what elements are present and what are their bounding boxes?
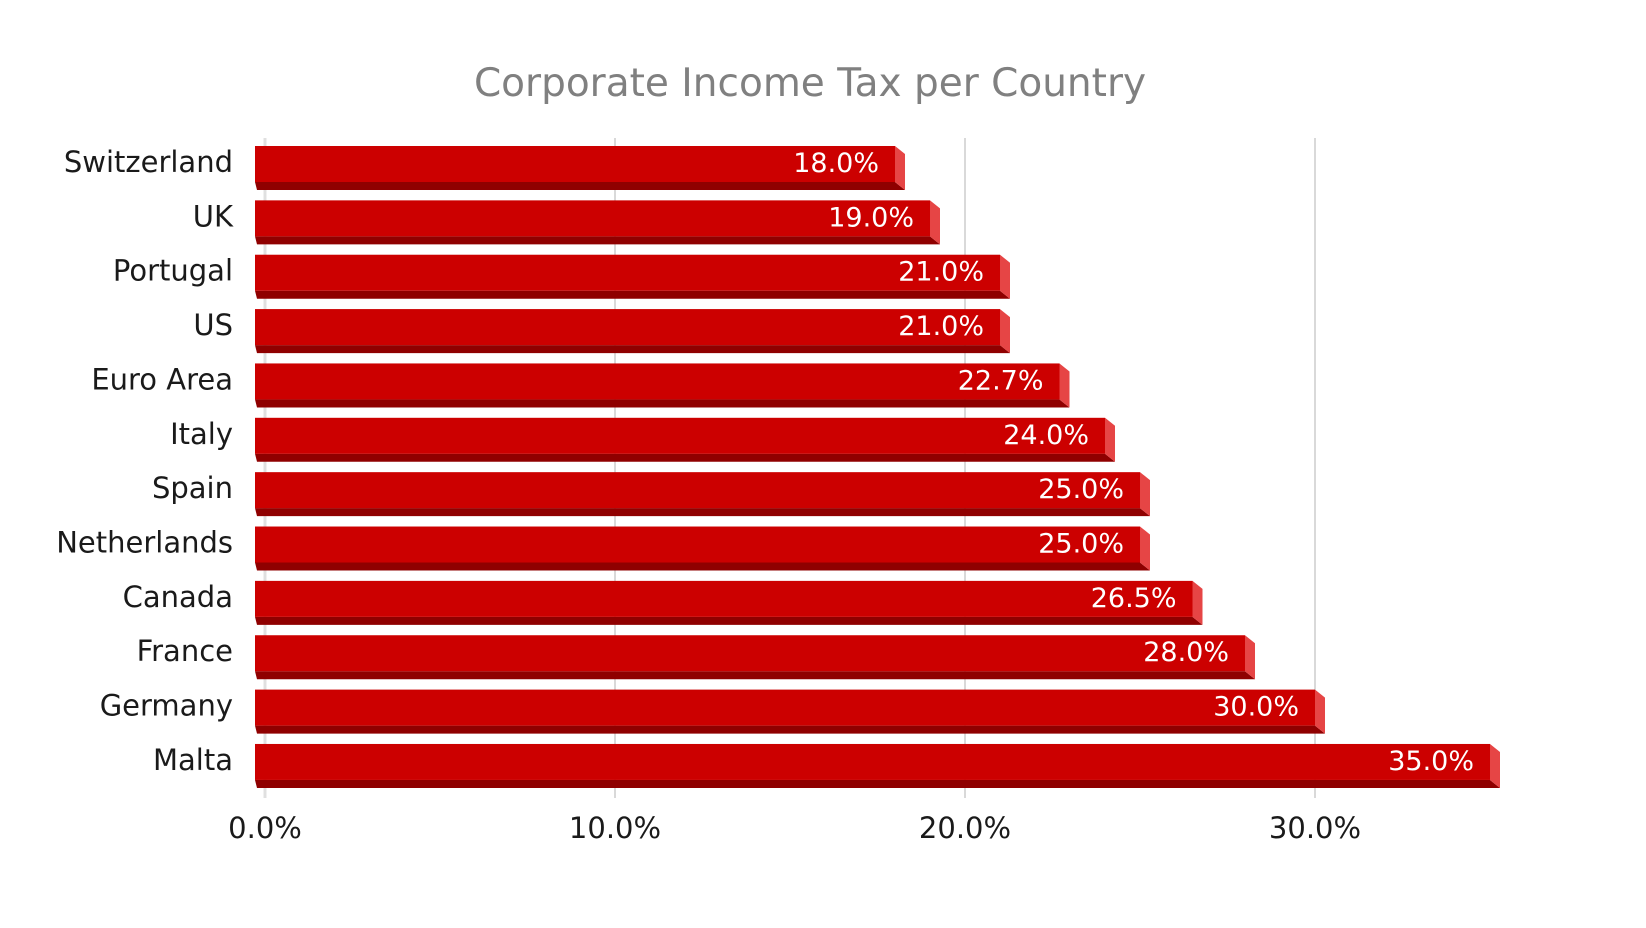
bar-group: 21.0% [255, 309, 1010, 354]
data-label: 25.0% [1038, 529, 1124, 560]
bar-bottom-face [255, 562, 1150, 571]
bar-side-face [1192, 580, 1203, 625]
category-label: US [193, 308, 233, 342]
category-label: Portugal [113, 254, 233, 288]
gridlines [614, 138, 1316, 798]
data-label: 25.0% [1038, 474, 1124, 505]
x-tick-label: 0.0% [228, 811, 302, 845]
bar-side-face [1000, 309, 1010, 354]
category-label: Malta [153, 743, 233, 777]
category-label: Spain [152, 471, 233, 505]
category-label: Germany [100, 689, 233, 723]
bar-bottom-face [255, 616, 1203, 625]
bar-bottom-face [255, 779, 1500, 788]
bar-bottom-face [255, 345, 1010, 354]
data-label: 22.7% [958, 365, 1044, 396]
data-label: 24.0% [1003, 420, 1089, 451]
x-tick-label: 30.0% [1269, 811, 1361, 845]
bar-bottom-face [255, 725, 1325, 734]
bar-group: 24.0% [255, 417, 1115, 462]
bars: 18.0% 19.0% 21.0% 21.0% 22.7% 24.0% 25.0% 25.0%… [255, 146, 1500, 788]
x-tick-label: 10.0% [569, 811, 661, 845]
bar-side-face [1245, 635, 1255, 680]
bar-group: 22.7% [255, 363, 1070, 408]
bar-side-face [1000, 254, 1010, 299]
data-label: 18.0% [793, 148, 879, 179]
chart-title: Corporate Income Tax per Country [474, 61, 1146, 106]
bar-bottom-face [255, 508, 1150, 517]
category-label: Euro Area [91, 362, 233, 396]
bar-group: 21.0% [255, 254, 1010, 299]
data-label: 21.0% [898, 257, 984, 288]
bar-group: 19.0% [255, 200, 940, 245]
bar-group: 18.0% [255, 146, 905, 190]
bar-side-face [1140, 472, 1150, 517]
data-label: 30.0% [1213, 692, 1299, 723]
bar-group: 35.0% [255, 743, 1500, 788]
bar [255, 146, 895, 182]
bar [255, 200, 930, 237]
bar-side-face [1140, 526, 1150, 571]
bar [255, 580, 1193, 617]
bar-group: 25.0% [255, 526, 1150, 571]
category-label: France [137, 634, 233, 668]
bar-bottom-face [255, 182, 905, 190]
bar [255, 417, 1105, 454]
data-label: 35.0% [1388, 746, 1474, 777]
category-labels: Switzerland UK Portugal US Euro Area Italy Spa… [56, 145, 234, 777]
bar [255, 472, 1140, 509]
bar-side-face [895, 146, 905, 190]
data-label: 28.0% [1143, 637, 1229, 668]
bar [255, 254, 1000, 291]
bar-side-face [1315, 689, 1325, 734]
data-label: 21.0% [898, 311, 984, 342]
bar [255, 689, 1315, 726]
bar [255, 309, 1000, 346]
category-label: Switzerland [64, 145, 233, 179]
bar-side-face [930, 200, 940, 245]
bar [255, 526, 1140, 563]
category-label: UK [193, 199, 234, 233]
bar-side-face [1490, 743, 1500, 788]
category-label: Italy [170, 417, 233, 451]
x-tick-labels: 0.0% 10.0% 20.0% 30.0% [228, 811, 1361, 845]
bar-group: 25.0% [255, 472, 1150, 517]
x-tick-label: 20.0% [919, 811, 1011, 845]
bar [255, 363, 1060, 400]
bar [255, 635, 1245, 672]
category-label: Netherlands [56, 526, 233, 560]
bar-group: 26.5% [255, 580, 1203, 625]
bar [255, 743, 1490, 780]
bar-group: 28.0% [255, 635, 1255, 680]
bar-side-face [1105, 417, 1115, 462]
bar-bottom-face [255, 453, 1115, 462]
bar-bottom-face [255, 290, 1010, 299]
bar-bottom-face [255, 671, 1255, 680]
bar-bottom-face [255, 236, 940, 245]
bar-side-face [1059, 363, 1070, 408]
category-label: Canada [123, 580, 233, 614]
data-label: 19.0% [828, 202, 914, 233]
bar-bottom-face [255, 399, 1070, 408]
bar-group: 30.0% [255, 689, 1325, 734]
data-label: 26.5% [1091, 583, 1177, 614]
